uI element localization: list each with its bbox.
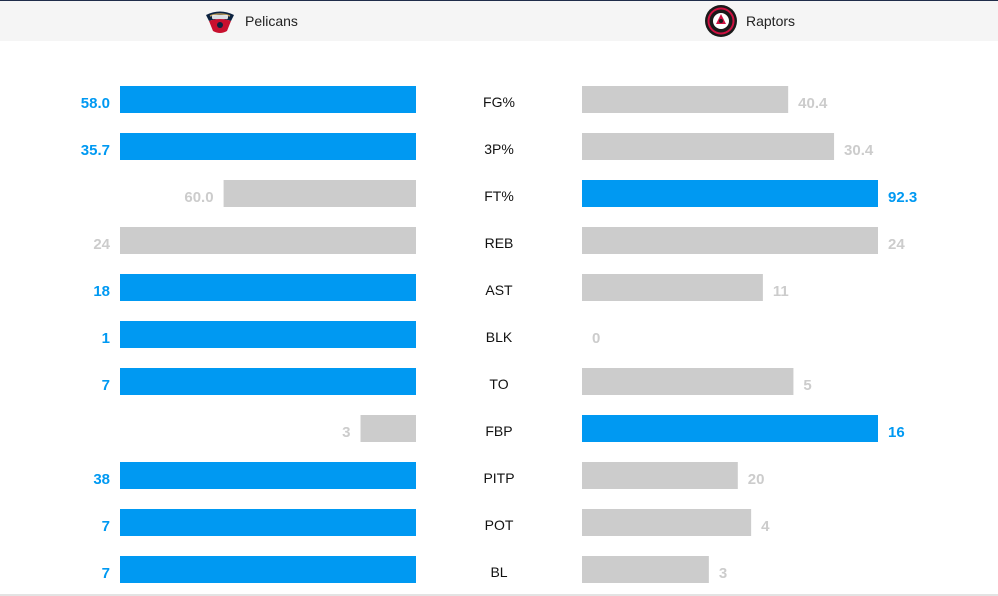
away-bar-pitp [582,462,738,489]
away-value-pot: 4 [761,518,770,535]
home-bar-pot [120,509,416,536]
stat-label-to: TO [489,376,508,392]
home-bar-ast [120,274,416,301]
home-value-reb: 24 [93,236,110,253]
away-value-bl: 3 [719,565,727,582]
home-bar-blk [120,321,416,348]
home-team[interactable]: Pelicans [203,1,298,41]
home-value-blk: 1 [102,330,110,347]
pelicans-logo-icon [206,11,234,33]
away-bar-reb [582,227,878,254]
home-team-name: Pelicans [245,13,298,29]
away-team[interactable]: Raptors [704,1,795,41]
home-bar-fbp [360,415,416,442]
stat-label-3p-pct: 3P% [484,141,514,157]
away-value-ast: 11 [773,283,789,300]
away-value-fg-pct: 40.4 [798,95,828,112]
stat-label-bl: BL [490,564,507,580]
away-bar-ast [582,274,763,301]
away-team-name: Raptors [746,13,796,29]
home-value-fg-pct: 58.0 [81,95,110,112]
away-bar-fg-pct [582,86,789,113]
stat-label-blk: BLK [486,329,513,345]
home-bar-reb [120,227,416,254]
home-value-bl: 7 [102,565,110,582]
stat-label-fbp: FBP [485,423,512,439]
away-value-reb: 24 [888,236,905,253]
stat-label-pot: POT [485,517,514,533]
away-bar-ft-pct [582,180,878,207]
raptors-logo-icon [705,5,737,37]
home-value-ast: 18 [93,283,110,300]
stat-label-reb: REB [485,235,514,251]
home-value-3p-pct: 35.7 [81,142,110,159]
home-value-fbp: 3 [342,424,350,441]
home-bar-bl [120,556,416,583]
away-bar-pot [582,509,752,536]
stat-label-fg-pct: FG% [483,94,515,110]
away-bar-3p-pct [582,133,835,160]
away-bar-fbp [582,415,878,442]
home-value-pot: 7 [102,518,110,535]
home-bar-fg-pct [120,86,416,113]
away-value-blk: 0 [592,330,600,347]
home-value-to: 7 [102,377,110,394]
stat-label-ft-pct: FT% [484,188,514,204]
home-value-ft-pct: 60.0 [184,189,213,206]
stat-label-ast: AST [485,282,513,298]
home-value-pitp: 38 [93,471,110,488]
away-value-to: 5 [803,377,811,394]
home-bar-pitp [120,462,416,489]
team-header: Pelicans Raptors [0,1,998,41]
away-bar-bl [582,556,709,583]
home-bar-3p-pct [120,133,416,160]
home-bar-ft-pct [223,180,416,207]
bottom-border [0,594,998,596]
away-value-3p-pct: 30.4 [844,142,874,159]
top-border [0,0,998,1]
away-value-ft-pct: 92.3 [888,189,917,206]
away-value-fbp: 16 [888,424,905,441]
home-bar-to [120,368,416,395]
away-bar-to [582,368,794,395]
stat-label-pitp: PITP [483,470,514,486]
away-value-pitp: 20 [748,471,765,488]
